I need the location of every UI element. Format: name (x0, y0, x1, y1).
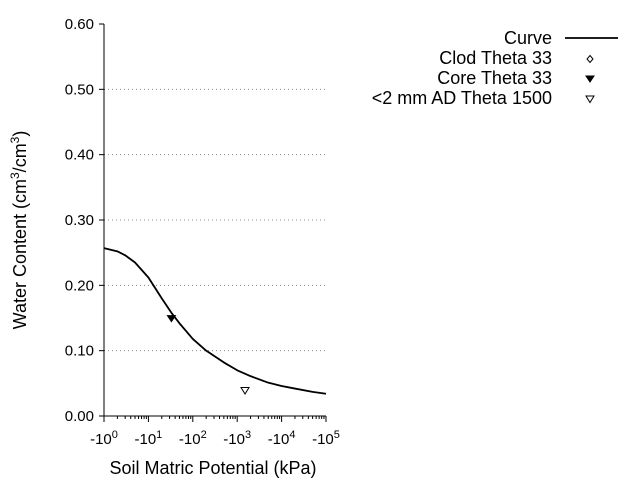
y-axis-title-sup: 3 (8, 172, 22, 179)
x-tick-label: -100 (90, 429, 118, 448)
y-axis-title-part: ) (10, 131, 30, 137)
x-tick-label: -101 (134, 429, 162, 448)
grid-lines (104, 88, 326, 352)
curve-line (103, 247, 327, 395)
y-tick-label: 0.20 (65, 277, 94, 294)
x-tick-label: -102 (179, 429, 207, 448)
y-axis-title-part: Water Content (cm (10, 179, 30, 329)
y-tick-label: 0.60 (65, 16, 94, 33)
legend-marker-swatch (585, 75, 595, 83)
curve-layer (103, 247, 327, 395)
legend-label: Curve (504, 28, 552, 48)
tick-labels: 0.00 0.10 0.20 0.30 0.40 0.50 0.60 -100 -101 -102… (65, 16, 340, 448)
marker-layer (166, 315, 250, 395)
y-axis-title-sup: 3 (8, 136, 22, 143)
y-axis-title: Water Content (cm3/cm3) (8, 131, 30, 330)
x-tick-label: -104 (268, 429, 296, 448)
legend-label: Core Theta 33 (437, 68, 552, 88)
x-tick-label: -105 (312, 429, 340, 448)
x-tick-label: -103 (223, 429, 251, 448)
axes (99, 23, 327, 422)
y-axis-title-part: /cm (10, 143, 30, 172)
y-tick-label: 0.00 (65, 408, 94, 425)
y-tick-label: 0.50 (65, 81, 94, 98)
data-point (166, 315, 177, 323)
legend-label: <2 mm AD Theta 1500 (372, 88, 552, 108)
legend-marker-swatch (585, 95, 595, 104)
x-axis-title: Soil Matric Potential (kPa) (109, 458, 316, 478)
data-point (240, 387, 250, 395)
y-tick-label: 0.30 (65, 212, 94, 229)
legend-label: Clod Theta 33 (439, 48, 552, 68)
y-tick-label: 0.40 (65, 147, 94, 164)
y-tick-label: 0.10 (65, 343, 94, 360)
legend-marker-swatch (586, 54, 594, 64)
